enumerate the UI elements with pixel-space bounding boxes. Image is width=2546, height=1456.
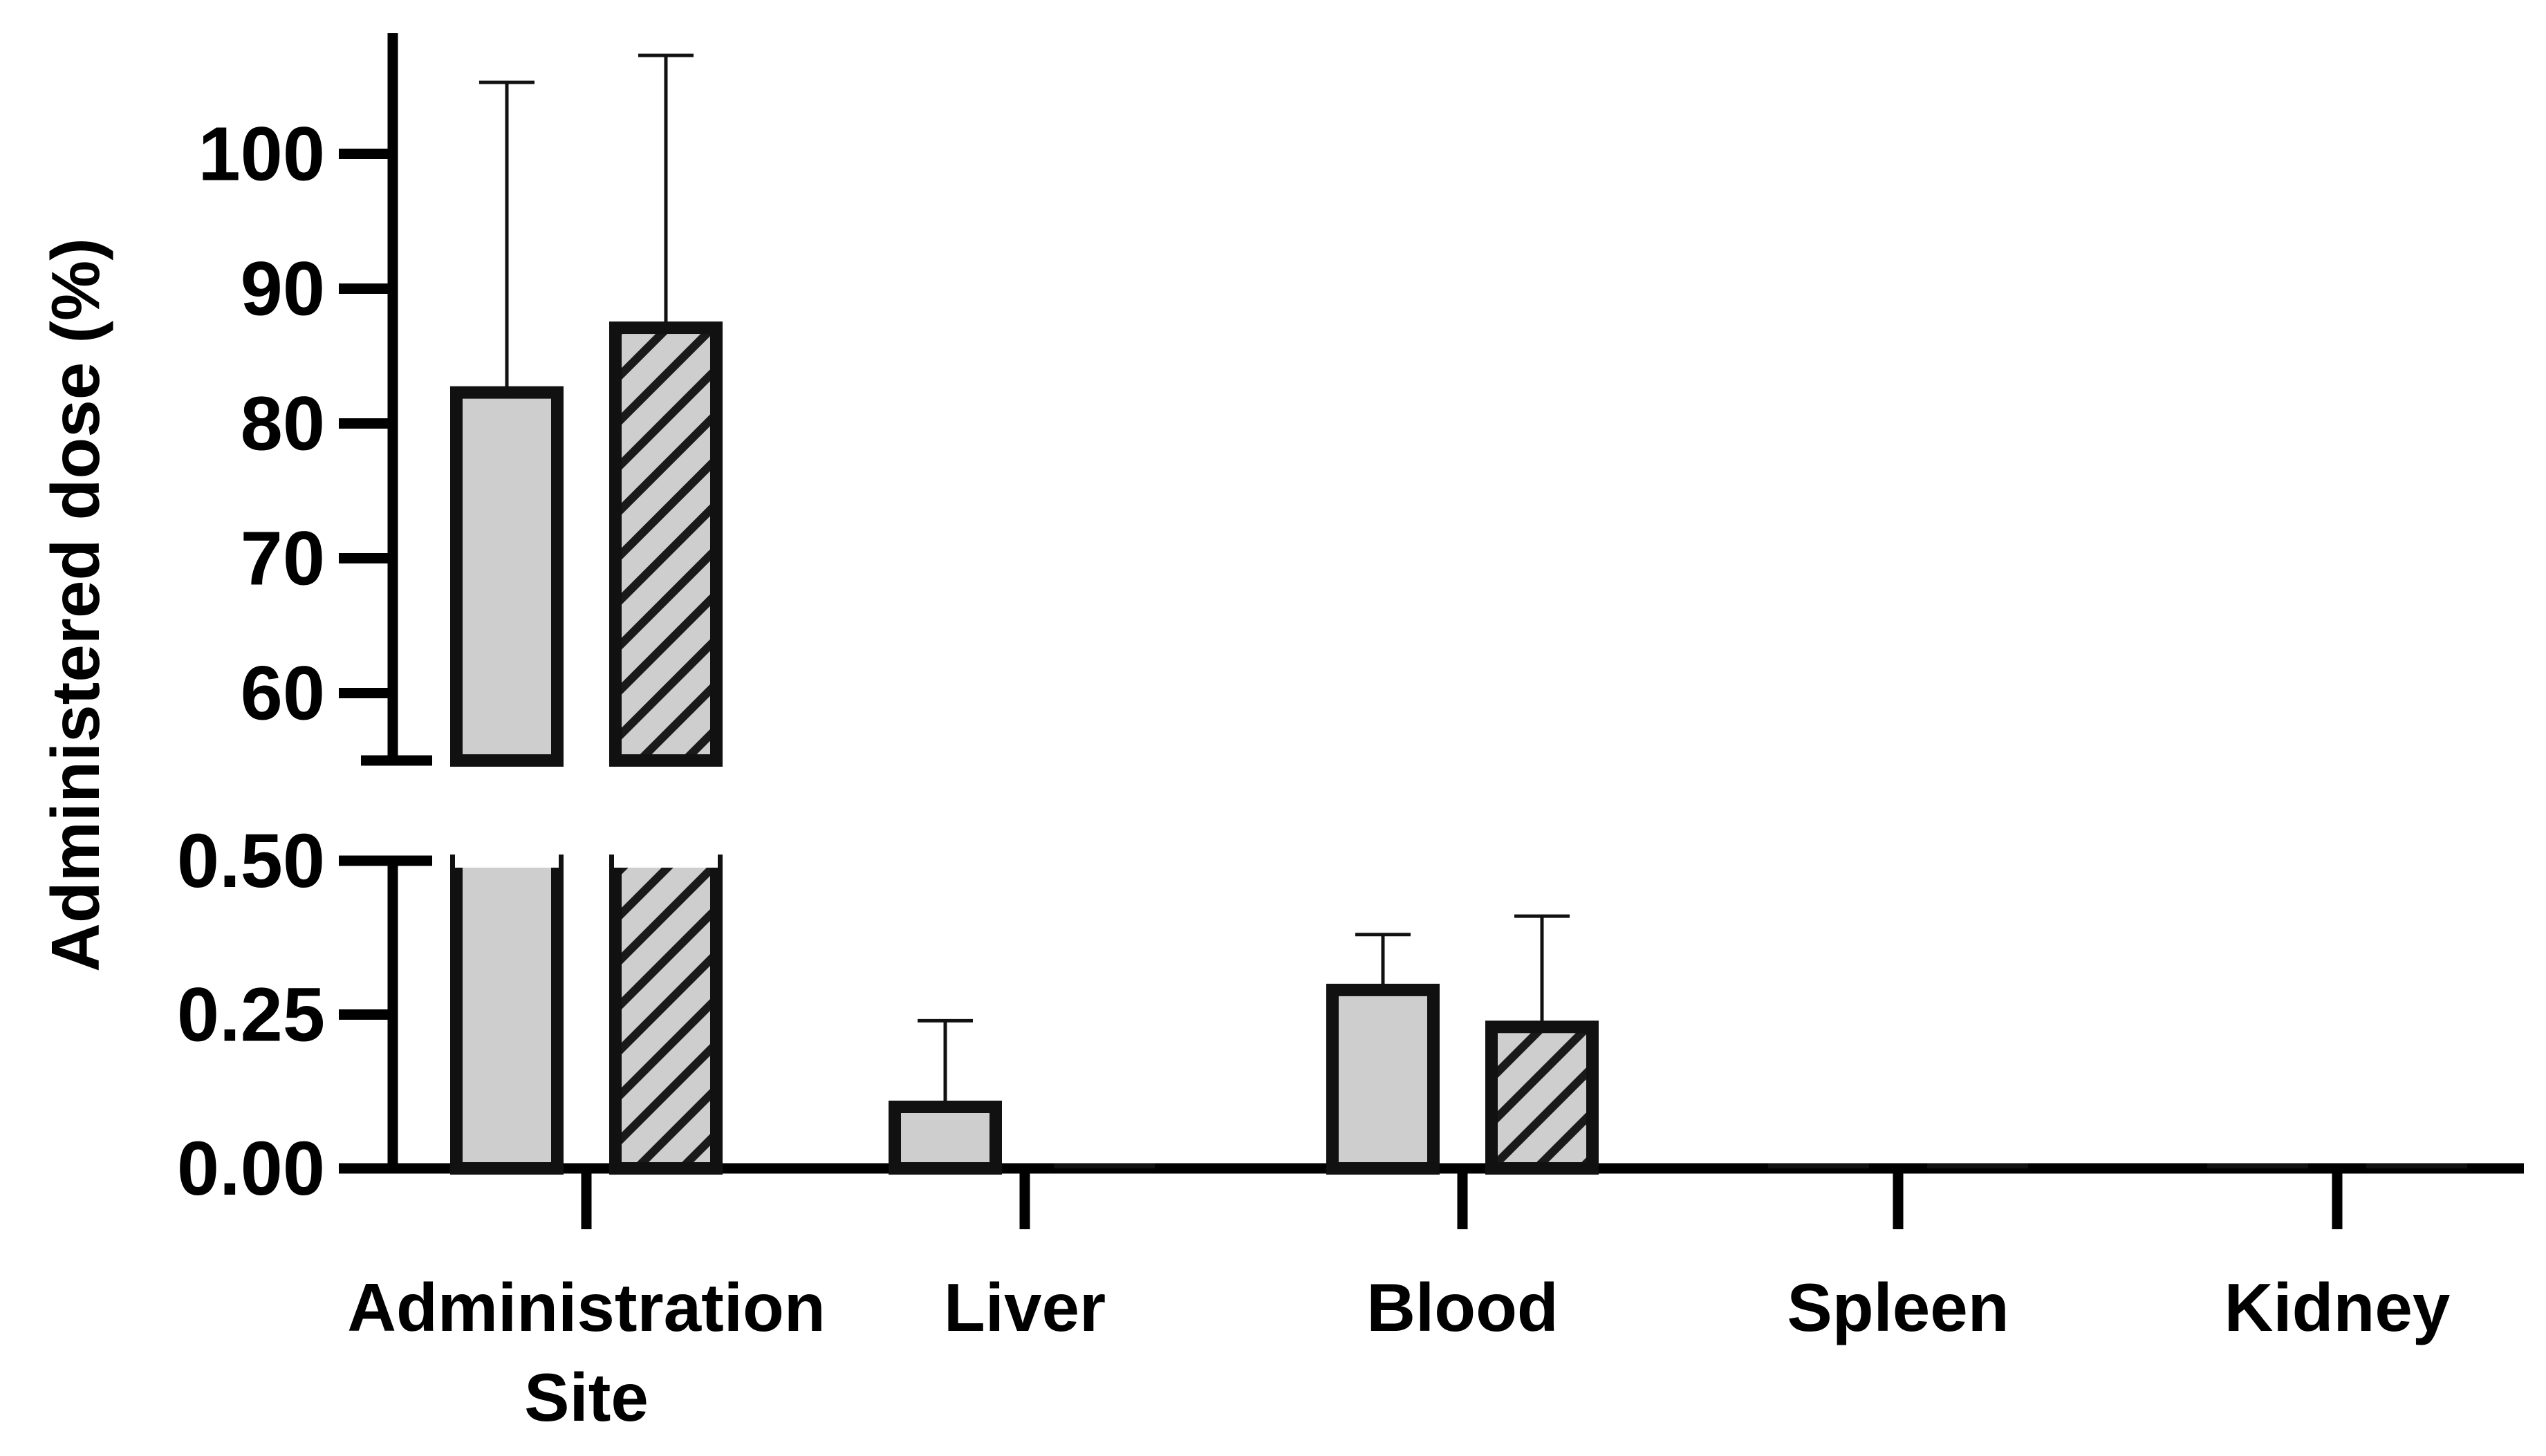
bar[interactable] xyxy=(2207,1164,2308,1168)
bar[interactable] xyxy=(1054,1164,1155,1168)
x-tick-label: Kidney xyxy=(2224,1269,2451,1345)
y-tick-label: 70 xyxy=(241,516,325,601)
bar[interactable] xyxy=(450,855,564,1175)
bar[interactable] xyxy=(1927,1164,2028,1168)
x-tick-label: Liver xyxy=(944,1269,1106,1345)
y-tick-label: 0.50 xyxy=(177,819,325,904)
bar[interactable] xyxy=(609,321,723,767)
y-tick-label: 100 xyxy=(198,112,325,197)
error-bars xyxy=(479,53,1570,1107)
y-tick-label: 0.25 xyxy=(177,973,325,1058)
y-tick-label: 90 xyxy=(241,247,325,332)
y-tick-label: 0.00 xyxy=(177,1126,325,1211)
x-tick-label: Administration xyxy=(347,1269,825,1345)
x-tick-label: Blood xyxy=(1366,1269,1559,1345)
bar[interactable] xyxy=(450,386,564,767)
bar[interactable] xyxy=(1768,1164,1869,1168)
bar[interactable] xyxy=(609,855,723,1175)
bars xyxy=(450,321,2467,1175)
bar[interactable] xyxy=(2366,1164,2467,1168)
bar-break-gap xyxy=(614,852,718,868)
labels: 0.00 0.25 0.50 60 70 80 90 100 Administration Sit… xyxy=(177,112,2450,1436)
x-tick-label: Spleen xyxy=(1787,1269,2009,1345)
bar[interactable] xyxy=(1485,1020,1599,1175)
bar[interactable] xyxy=(1326,983,1440,1175)
y-tick-label: 80 xyxy=(241,382,325,467)
y-tick-label: 60 xyxy=(241,651,325,736)
bar-break-gap xyxy=(455,852,559,868)
y-axis-title: Administered dose (%) xyxy=(37,238,113,972)
x-tick-label: Site xyxy=(524,1359,649,1435)
bar[interactable] xyxy=(889,1101,1002,1175)
